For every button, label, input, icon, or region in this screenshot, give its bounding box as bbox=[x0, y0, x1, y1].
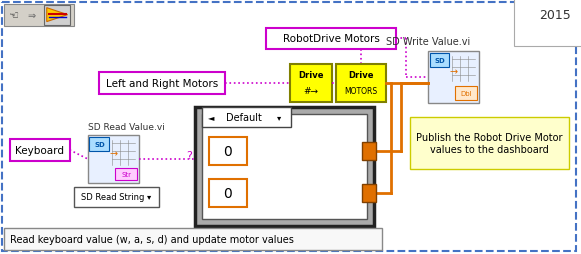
Text: MOTORS: MOTORS bbox=[345, 86, 378, 95]
Text: Read keyboard value (w, a, s, d) and update motor values: Read keyboard value (w, a, s, d) and upd… bbox=[10, 234, 294, 244]
Text: ◄: ◄ bbox=[208, 113, 214, 122]
FancyBboxPatch shape bbox=[4, 5, 74, 26]
Text: Drive: Drive bbox=[299, 71, 324, 80]
Text: Drive: Drive bbox=[348, 71, 374, 80]
Text: SD: SD bbox=[434, 58, 445, 64]
Text: ☜: ☜ bbox=[9, 11, 19, 21]
FancyBboxPatch shape bbox=[362, 142, 376, 160]
FancyBboxPatch shape bbox=[202, 115, 367, 220]
FancyBboxPatch shape bbox=[74, 187, 159, 207]
Text: SD Read String ▾: SD Read String ▾ bbox=[81, 192, 152, 201]
FancyBboxPatch shape bbox=[88, 135, 139, 183]
Text: Str: Str bbox=[121, 171, 131, 177]
Text: RobotDrive Motors: RobotDrive Motors bbox=[283, 34, 379, 44]
Text: ⇒: ⇒ bbox=[28, 11, 36, 21]
FancyBboxPatch shape bbox=[99, 73, 225, 95]
FancyBboxPatch shape bbox=[44, 6, 70, 25]
FancyBboxPatch shape bbox=[2, 3, 576, 251]
FancyBboxPatch shape bbox=[202, 108, 291, 128]
FancyBboxPatch shape bbox=[4, 229, 382, 250]
FancyBboxPatch shape bbox=[10, 139, 70, 161]
FancyBboxPatch shape bbox=[209, 179, 246, 207]
FancyBboxPatch shape bbox=[456, 87, 478, 101]
Text: SD: SD bbox=[94, 141, 105, 147]
FancyBboxPatch shape bbox=[89, 137, 109, 151]
Text: 2015: 2015 bbox=[539, 9, 571, 22]
Text: 0: 0 bbox=[223, 144, 232, 158]
Text: Keyboard: Keyboard bbox=[15, 145, 64, 155]
Text: ?: ? bbox=[186, 150, 192, 160]
Text: Left and Right Motors: Left and Right Motors bbox=[106, 79, 218, 89]
Text: ▾: ▾ bbox=[277, 113, 282, 122]
Text: #→: #→ bbox=[304, 86, 319, 95]
Text: →: → bbox=[109, 148, 117, 158]
Text: SD Read Value.vi: SD Read Value.vi bbox=[88, 123, 164, 132]
Polygon shape bbox=[46, 9, 67, 23]
FancyBboxPatch shape bbox=[267, 28, 396, 50]
FancyBboxPatch shape bbox=[209, 137, 246, 165]
Text: Dbl: Dbl bbox=[461, 91, 472, 97]
Text: Default: Default bbox=[225, 113, 261, 123]
FancyBboxPatch shape bbox=[410, 118, 569, 169]
FancyBboxPatch shape bbox=[429, 54, 450, 68]
FancyBboxPatch shape bbox=[336, 65, 386, 103]
FancyBboxPatch shape bbox=[116, 168, 137, 180]
FancyBboxPatch shape bbox=[362, 184, 376, 202]
FancyBboxPatch shape bbox=[195, 108, 374, 227]
Text: SD Write Value.vi: SD Write Value.vi bbox=[386, 37, 470, 47]
FancyBboxPatch shape bbox=[290, 65, 332, 103]
Text: Publish the Robot Drive Motor
values to the dashboard: Publish the Robot Drive Motor values to … bbox=[416, 133, 562, 154]
Text: 0: 0 bbox=[223, 186, 232, 200]
FancyBboxPatch shape bbox=[428, 52, 479, 104]
Text: →: → bbox=[449, 67, 457, 77]
